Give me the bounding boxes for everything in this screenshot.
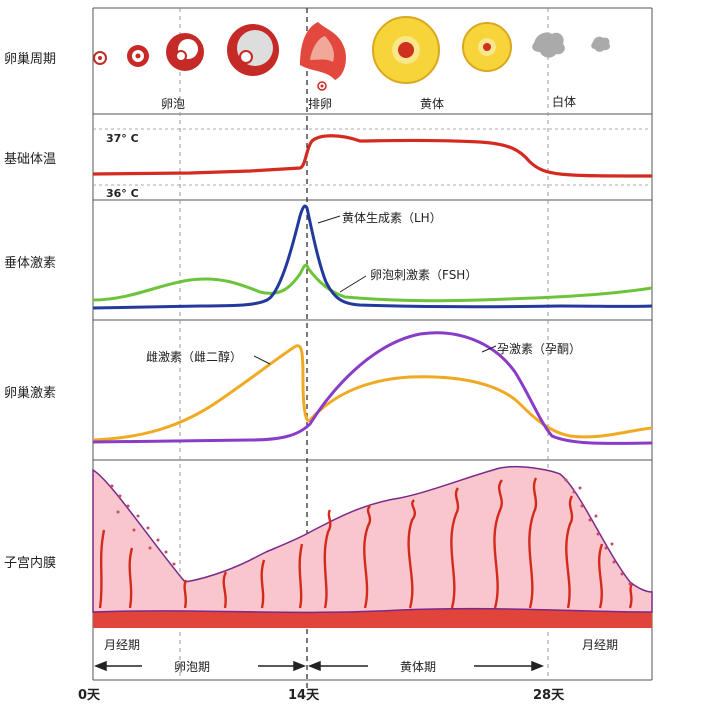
label-fsh: 卵泡刺激素（FSH）: [370, 268, 478, 282]
label-corpus-albicans: 白体: [552, 95, 577, 109]
label-lh: 黄体生成素（LH）: [342, 211, 442, 225]
label-temp-37: 37° C: [106, 132, 139, 145]
follicle-secondary-icon: [166, 33, 204, 71]
fsh-curve: [92, 263, 653, 303]
estrogen-curve: [92, 344, 653, 442]
ruptured-follicle-icon: [300, 22, 346, 91]
lh-curve: [92, 204, 653, 310]
row-label-ovary-cycle: 卵巢周期: [4, 52, 57, 67]
endometrium-layer: [92, 465, 653, 628]
label-corpus-luteum: 黄体: [420, 97, 445, 111]
label-progesterone: 孕激素（孕酮）: [497, 342, 582, 356]
row-label-body-temperature: 基础体温: [4, 152, 57, 167]
label-day-0: 0天: [78, 688, 101, 703]
row-label-ovarian-hormones: 卵巢激素: [4, 386, 57, 401]
label-menses-left: 月经期: [104, 638, 141, 652]
corpus-luteum-large-icon: [372, 16, 440, 84]
endometrium-functional-layer: [92, 465, 653, 614]
estrogen-leader-line: [253, 355, 271, 365]
corpus-albicans-small-icon: [591, 36, 611, 52]
phase-arrows: [93, 660, 545, 672]
endometrium-basal-layer: [93, 608, 652, 628]
lh-leader-line: [317, 215, 341, 224]
temp-reference-lines: [93, 128, 652, 186]
corpus-albicans-large-icon: [532, 32, 565, 58]
panel-frame: [92, 7, 653, 681]
endometrium-glands: [98, 477, 634, 609]
label-follicular-phase: 卵泡期: [174, 660, 211, 674]
label-day-28: 28天: [533, 688, 565, 703]
follicle-mature-icon: [227, 24, 279, 76]
corpus-luteum-small-icon: [462, 22, 512, 72]
row-label-endometrium: 子宫内膜: [4, 556, 57, 571]
basal-body-temperature-curve: [92, 134, 653, 178]
row-label-pituitary-hormones: 垂体激素: [4, 256, 57, 271]
follicle-primary-icon: [127, 45, 149, 67]
progesterone-leader-line: [481, 345, 497, 353]
label-temp-36: 36° C: [106, 187, 139, 200]
progesterone-curve: [92, 331, 653, 445]
endometrium-shedding-dots: [110, 478, 632, 586]
label-menses-right: 月经期: [582, 638, 619, 652]
label-day-14: 14天: [288, 688, 320, 703]
label-ovulation: 排卵: [308, 97, 333, 111]
label-luteal-phase: 黄体期: [400, 660, 437, 674]
follicle-primordial-icon: [93, 51, 107, 65]
label-estrogen: 雌激素（雌二醇）: [146, 350, 243, 364]
fsh-leader-line: [339, 275, 367, 293]
label-follicle: 卵泡: [161, 97, 186, 111]
ovary-cycle-icons: [93, 16, 611, 91]
